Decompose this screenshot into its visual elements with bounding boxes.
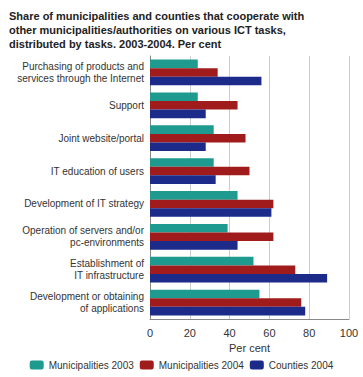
svg-text:0: 0 xyxy=(147,327,153,339)
svg-text:other municipalities/authoriti: other municipalities/authorities on vari… xyxy=(9,24,286,36)
svg-text:40: 40 xyxy=(223,327,235,339)
svg-text:of applications: of applications xyxy=(80,303,144,314)
svg-text:100: 100 xyxy=(340,327,358,339)
svg-text:Per cent: Per cent xyxy=(229,342,270,354)
svg-text:services through the Internet: services through the Internet xyxy=(17,73,144,84)
svg-text:60: 60 xyxy=(263,327,275,339)
svg-text:Support: Support xyxy=(109,100,144,111)
svg-text:Municipalities 2003: Municipalities 2003 xyxy=(49,360,134,371)
svg-text:80: 80 xyxy=(303,327,315,339)
svg-text:Purchasing of products and: Purchasing of products and xyxy=(22,61,144,72)
svg-text:IT infrastructure: IT infrastructure xyxy=(74,270,144,281)
svg-text:Development or obtaining: Development or obtaining xyxy=(30,291,144,302)
svg-text:Joint website/portal: Joint website/portal xyxy=(58,133,144,144)
svg-text:Share of municipalities and co: Share of municipalities and counties tha… xyxy=(9,10,304,22)
svg-text:Counties 2004: Counties 2004 xyxy=(269,360,334,371)
svg-text:20: 20 xyxy=(184,327,196,339)
svg-text:Development of IT strategy: Development of IT strategy xyxy=(24,198,144,209)
svg-text:pc-environments: pc-environments xyxy=(70,237,144,248)
svg-text:IT education of users: IT education of users xyxy=(51,166,144,177)
svg-text:Operation of servers and/or: Operation of servers and/or xyxy=(22,225,144,236)
svg-text:distributed by tasks. 2003-200: distributed by tasks. 2003-2004. Per cen… xyxy=(9,38,221,50)
svg-text:Municipalities 2004: Municipalities 2004 xyxy=(159,360,244,371)
svg-text:Establishment of: Establishment of xyxy=(70,258,144,269)
